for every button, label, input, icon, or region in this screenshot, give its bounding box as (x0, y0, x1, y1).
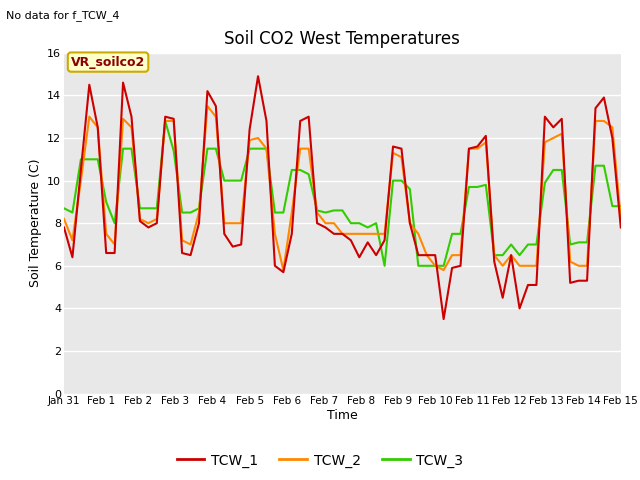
Y-axis label: Soil Temperature (C): Soil Temperature (C) (29, 159, 42, 288)
Text: VR_soilco2: VR_soilco2 (71, 56, 145, 69)
X-axis label: Time: Time (327, 409, 358, 422)
Title: Soil CO2 West Temperatures: Soil CO2 West Temperatures (225, 30, 460, 48)
Text: No data for f_TCW_4: No data for f_TCW_4 (6, 10, 120, 21)
Legend: TCW_1, TCW_2, TCW_3: TCW_1, TCW_2, TCW_3 (171, 448, 469, 473)
